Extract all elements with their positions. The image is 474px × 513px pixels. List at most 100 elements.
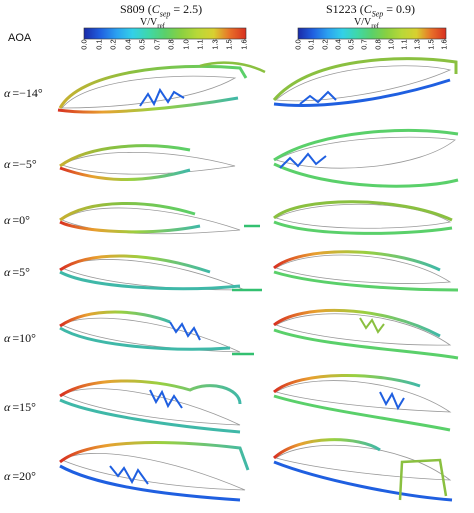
separation-wake	[139, 87, 185, 107]
colorbar-label-right: V/Vref	[354, 17, 379, 30]
s1223-aoa-minus14	[272, 57, 458, 107]
colorbar-label-main: V/V	[140, 17, 158, 28]
row-label-aoa-minus5: α =−5°	[4, 157, 37, 172]
airfoil-outline	[61, 259, 246, 291]
airfoil-outline	[275, 254, 452, 284]
streamline-lower	[273, 328, 459, 360]
streamline-upper	[272, 438, 381, 460]
streamline-upper	[273, 200, 453, 222]
aoa-value: =5°	[12, 265, 30, 279]
streamline-lower	[273, 394, 451, 432]
s809-aoa-5	[59, 254, 262, 292]
colorbar-label-left: V/Vref	[140, 17, 165, 30]
row-label-aoa-minus14: α =−14°	[4, 86, 43, 101]
s809-aoa-10	[59, 310, 254, 356]
streamline-lower	[273, 162, 459, 188]
streamline-lower	[59, 166, 191, 181]
aoa-value: =−14°	[12, 86, 43, 100]
trailing-loop	[398, 458, 448, 501]
alpha-symbol: α	[4, 400, 11, 414]
streamline-lower	[273, 78, 451, 107]
s809-aoa-20	[59, 441, 250, 502]
colorbar-left	[83, 27, 247, 40]
streamline-upper	[59, 144, 191, 168]
s1223-aoa-15	[273, 373, 452, 432]
row-label-aoa-15: α =15°	[4, 400, 36, 415]
streamline-upper	[59, 441, 250, 471]
aoa-value: =10°	[12, 331, 36, 345]
row-label-aoa-10: α =10°	[4, 331, 36, 346]
alpha-symbol: α	[4, 331, 11, 345]
separation-wake	[109, 465, 149, 485]
streamline-upper	[273, 250, 441, 272]
airfoil-outline	[275, 313, 452, 346]
airfoil-outline	[275, 444, 452, 481]
separation-wake	[149, 389, 183, 409]
aoa-value: =0°	[12, 213, 30, 227]
streamline-upper	[272, 57, 458, 101]
streamline-lower	[59, 398, 241, 434]
column-title-s809: S809 (Csep = 2.5)	[120, 2, 203, 19]
s809-aoa-15	[59, 379, 242, 434]
airfoil-outline	[61, 75, 237, 109]
airfoil-outline	[275, 65, 452, 102]
streamline-upper	[59, 379, 242, 405]
alpha-symbol: α	[4, 86, 11, 100]
separation-wake	[379, 391, 405, 411]
streamline-lower	[273, 460, 453, 502]
airfoil-outline	[274, 136, 456, 169]
s1223-aoa-5	[273, 250, 459, 292]
colorbar-label-sub: ref	[371, 22, 380, 30]
airfoil-outline	[61, 388, 241, 426]
alpha-symbol: α	[4, 469, 11, 483]
row-label-aoa-0: α =0°	[4, 213, 30, 228]
streamline-lower	[59, 464, 241, 502]
streamline-upper	[273, 308, 441, 338]
row-label-aoa-20: α =20°	[4, 469, 36, 484]
streamline-upper	[273, 373, 421, 394]
cparam-value: = 2.5	[173, 2, 199, 16]
aoa-value: =15°	[12, 400, 36, 414]
separation-wake	[299, 90, 337, 105]
s809-aoa-minus5	[59, 144, 236, 181]
trailing-streak	[199, 61, 266, 74]
column-title-s1223: S1223 (CSep = 0.9)	[326, 2, 416, 19]
aoa-value: =20°	[12, 469, 36, 483]
colorbar-right	[297, 27, 447, 40]
cparam-symbol: C	[151, 2, 160, 16]
streamline-upper	[58, 64, 248, 109]
airfoil-outline	[274, 380, 452, 413]
streamline-lower	[59, 326, 231, 351]
aoa-value: =−5°	[12, 157, 37, 171]
row-label-aoa-5: α =5°	[4, 265, 30, 280]
aoa-header: AOA	[8, 32, 32, 44]
separation-wake	[279, 152, 327, 169]
airfoil-outline	[274, 203, 452, 229]
colorbar-label-sub: ref	[157, 22, 166, 30]
airfoil-name: S1223	[326, 2, 357, 16]
streamline-lower	[273, 270, 459, 292]
airfoil-name: S809	[120, 2, 145, 16]
alpha-symbol: α	[4, 265, 11, 279]
alpha-symbol: α	[4, 213, 11, 227]
cparam-sub: Sep	[371, 9, 384, 19]
streamline-lower	[57, 96, 239, 114]
s1223-aoa-10	[273, 308, 459, 360]
streamline-upper	[273, 128, 459, 162]
cparam-sub: sep	[159, 9, 171, 19]
cparam-symbol: C	[363, 2, 372, 16]
airfoil-outline	[61, 317, 241, 353]
colorbar-label-main: V/V	[354, 17, 372, 28]
streamline-lower	[59, 220, 201, 234]
separation-wake	[359, 317, 385, 334]
s809-aoa-0	[59, 201, 260, 235]
streamline-lower	[273, 220, 453, 235]
s1223-aoa-minus5	[273, 128, 459, 188]
s809-aoa-minus14	[57, 61, 266, 114]
separation-wake	[169, 321, 201, 341]
airfoil-outline	[61, 151, 236, 175]
cparam-value: = 0.9	[386, 2, 412, 16]
streamline-lower	[59, 270, 241, 291]
s1223-aoa-20	[272, 438, 453, 502]
